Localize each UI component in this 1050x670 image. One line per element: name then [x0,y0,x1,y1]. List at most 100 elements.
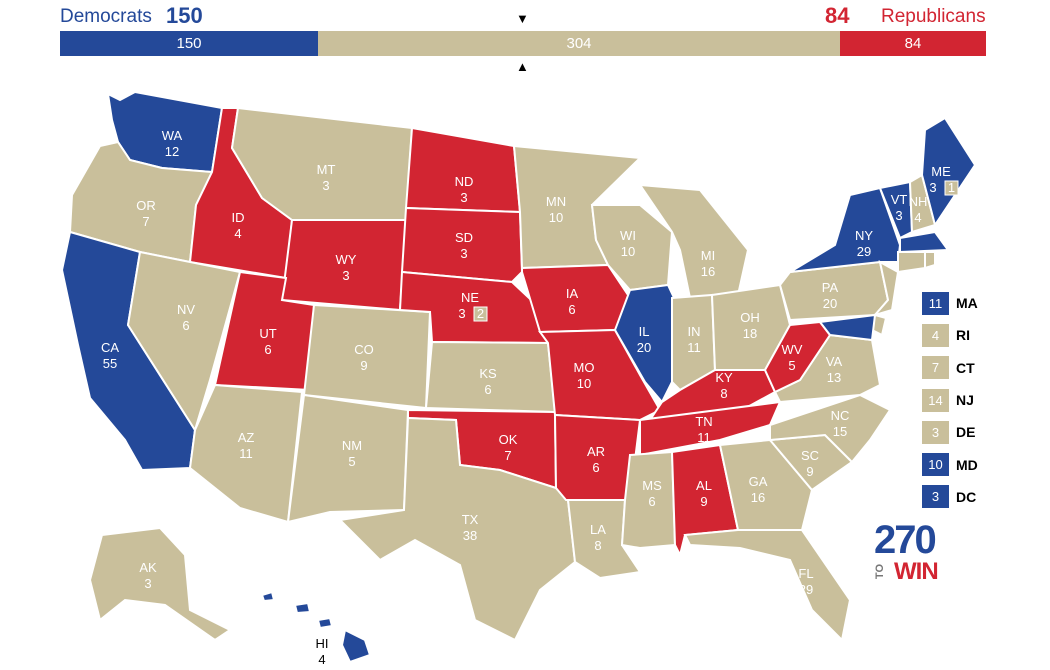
state-label-fl: FL [798,566,813,581]
state-ev-ak: 3 [144,576,151,591]
small-state-abbr: NJ [956,392,974,409]
small-state-de[interactable]: 3 DE [921,416,978,448]
state-ev-mi: 16 [701,264,715,279]
state-ev-il: 20 [637,340,651,355]
state-nm[interactable] [286,393,410,524]
democrats-total: 150 [166,3,203,28]
state-label-va: VA [826,354,843,369]
state-label-id: ID [232,210,245,225]
state-label-nm: NM [342,438,362,453]
state-label-mi: MI [701,248,715,263]
state-ak[interactable] [88,526,232,642]
state-ev-id: 4 [234,226,241,241]
district-ev-me: 1 [948,180,955,195]
state-label-nd: ND [455,174,474,189]
small-state-ev-box[interactable]: 3 [921,484,950,510]
state-ny[interactable] [789,186,902,273]
state-label-sc: SC [801,448,819,463]
state-label-hi: HI [316,636,329,651]
state-ev-ms: 6 [648,494,655,509]
state-label-ok: OK [499,432,518,447]
state-label-ga: GA [749,474,768,489]
small-state-ev-box[interactable]: 3 [921,419,950,445]
state-label-wv: WV [782,342,803,357]
small-state-abbr: RI [956,327,970,344]
state-ev-nc: 15 [833,424,847,439]
state-label-ia: IA [566,286,579,301]
state-ct[interactable] [897,251,926,274]
state-label-in: IN [688,324,701,339]
rep-segment[interactable]: 84 [840,31,986,56]
district-box-me[interactable] [944,180,959,196]
dem-segment[interactable]: 150 [60,31,318,56]
republicans-label: Republicans [881,6,986,27]
state-label-az: AZ [238,430,255,445]
state-fl[interactable] [683,529,852,643]
small-state-ev-box[interactable]: 4 [921,322,950,348]
state-ri[interactable] [924,251,936,270]
state-label-nv: NV [177,302,195,317]
state-label-ne: NE [461,290,479,305]
state-nv[interactable] [126,250,242,433]
state-ev-ne: 3 [458,306,465,321]
state-label-wa: WA [162,128,183,143]
state-label-il: IL [639,324,650,339]
tossup-segment[interactable]: 304 [318,31,840,56]
state-tn[interactable] [639,400,782,457]
state-nj[interactable] [872,260,900,317]
state-ga[interactable] [718,438,814,531]
state-sd[interactable] [400,206,524,284]
state-label-ms: MS [642,478,662,493]
state-hi-islands[interactable] [260,590,334,630]
state-nc[interactable] [769,393,892,464]
small-state-dc[interactable]: 3 DC [921,481,978,513]
state-ev-ia: 6 [568,302,575,317]
district-box-ne[interactable] [473,306,488,322]
state-hi[interactable] [340,628,372,664]
state-ev-me: 3 [929,180,936,195]
state-ev-ks: 6 [484,382,491,397]
state-label-mn: MN [546,194,566,209]
state-ev-fl: 29 [799,582,813,597]
small-state-ev-box[interactable]: 7 [921,355,950,381]
state-ev-hi: 4 [318,652,325,667]
small-state-abbr: CT [956,359,975,376]
state-label-ut: UT [259,326,276,341]
small-state-abbr: DC [956,488,977,505]
small-state-ma[interactable]: 11 MA [921,287,978,319]
small-state-md[interactable]: 10 MD [921,448,978,480]
small-state-ct[interactable]: 7 CT [921,352,978,384]
state-label-al: AL [696,478,712,493]
state-ev-co: 9 [360,358,367,373]
small-state-nj[interactable]: 14 NJ [921,384,978,416]
state-ma[interactable] [899,230,950,254]
state-il[interactable] [613,283,677,404]
state-label-pa: PA [822,280,839,295]
state-ev-tn: 11 [697,430,711,445]
state-label-nc: NC [831,408,850,423]
state-label-ny: NY [855,228,873,243]
state-ev-ar: 6 [592,460,599,475]
small-state-ev-box[interactable]: 11 [921,290,950,316]
state-label-tx: TX [462,512,479,527]
small-state-ev-box[interactable]: 10 [921,452,950,478]
state-ev-ut: 6 [264,342,271,357]
state-ev-ga: 16 [751,490,765,505]
state-ev-mt: 3 [322,178,329,193]
state-ev-mo: 10 [577,376,591,391]
state-ev-al: 9 [700,494,707,509]
state-tx[interactable] [337,416,577,642]
arrow-up-icon: ▲ [516,59,529,74]
state-ev-wv: 5 [788,358,795,373]
small-state-ri[interactable]: 4 RI [921,319,978,351]
state-ev-va: 13 [827,370,841,385]
state-ev-pa: 20 [823,296,837,311]
state-az[interactable] [188,383,304,524]
state-md[interactable] [818,313,877,342]
state-label-oh: OH [740,310,760,325]
state-ev-in: 11 [687,340,701,355]
state-me[interactable] [920,116,977,228]
small-state-ev-box[interactable]: 14 [921,387,950,413]
state-ev-ca: 55 [103,356,117,371]
state-ev-nv: 6 [182,318,189,333]
